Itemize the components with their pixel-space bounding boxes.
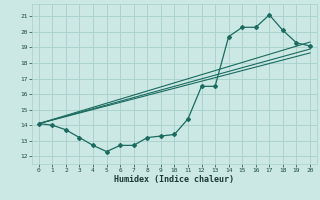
X-axis label: Humidex (Indice chaleur): Humidex (Indice chaleur) — [115, 175, 234, 184]
